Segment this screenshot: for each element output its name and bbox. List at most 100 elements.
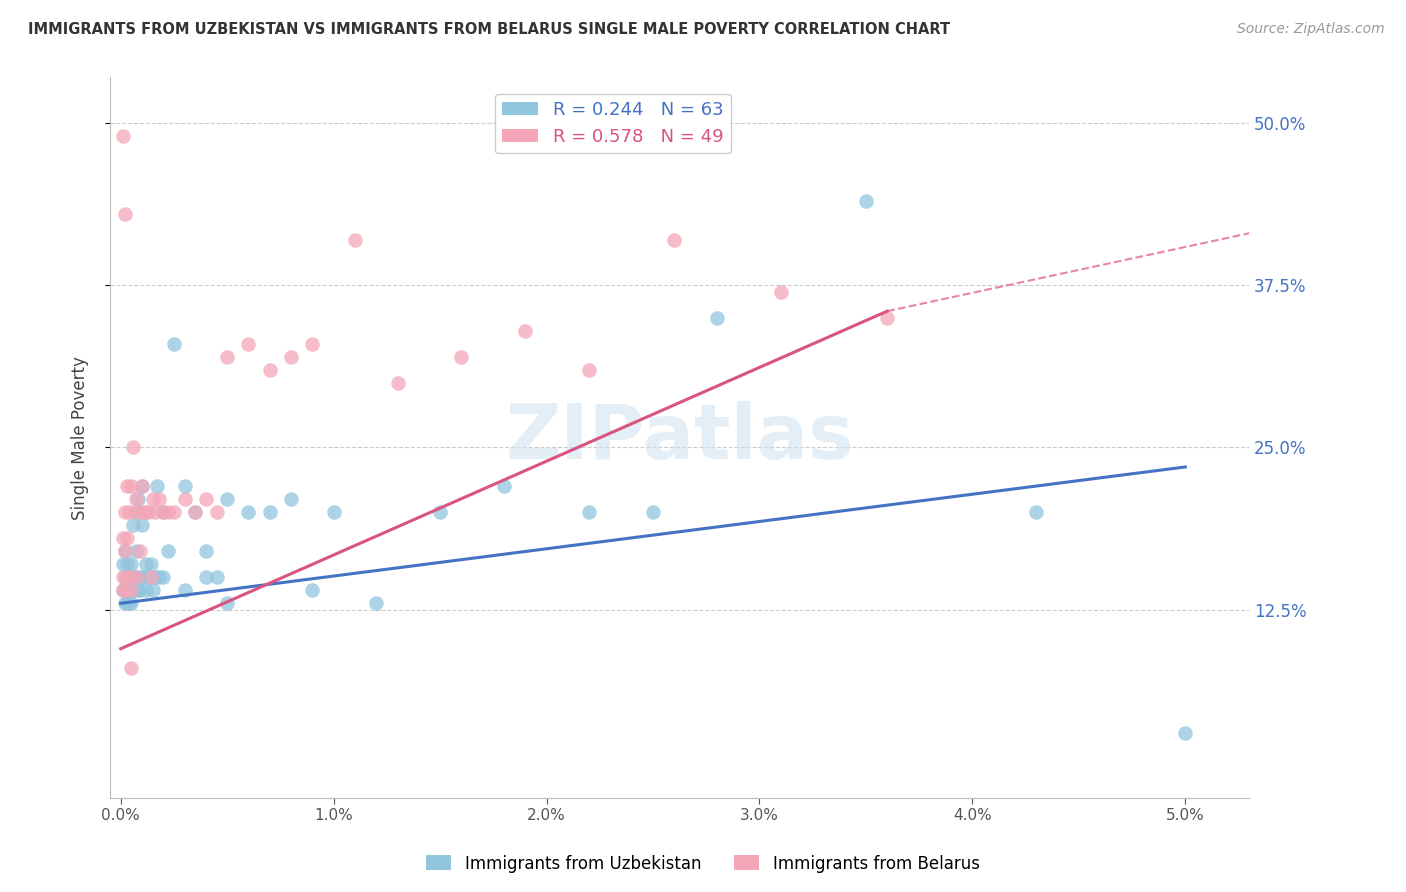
Point (578, 505, 600, 519)
Point (127, 505, 149, 519)
Point (148, 492, 170, 507)
Point (205, 570, 228, 584)
Point (115, 479, 138, 493)
Point (194, 570, 217, 584)
Point (238, 505, 260, 519)
Point (115, 596, 138, 610)
Point (138, 570, 160, 584)
Point (322, 505, 344, 519)
Point (122, 441, 145, 455)
Point (1025, 505, 1047, 519)
Point (115, 570, 138, 584)
Point (122, 518, 145, 533)
Point (173, 583, 195, 598)
Point (124, 492, 146, 507)
Point (366, 596, 388, 610)
Point (450, 350, 472, 364)
Point (114, 207, 136, 221)
Point (114, 544, 136, 558)
Point (120, 558, 142, 572)
Point (124, 505, 146, 519)
Point (135, 583, 157, 598)
Point (578, 362, 600, 376)
Point (118, 505, 141, 519)
Point (238, 336, 260, 351)
Point (120, 479, 142, 493)
Point (515, 324, 537, 338)
Text: ZIPatlas: ZIPatlas (505, 401, 853, 475)
Point (124, 570, 146, 584)
Point (217, 350, 239, 364)
Point (115, 583, 138, 598)
Point (122, 583, 145, 598)
Point (173, 479, 195, 493)
Point (143, 505, 166, 519)
Point (217, 492, 239, 507)
Point (124, 544, 146, 558)
Point (173, 492, 195, 507)
Point (139, 558, 162, 572)
Point (111, 583, 134, 598)
Y-axis label: Single Male Poverty: Single Male Poverty (72, 356, 89, 520)
Point (205, 505, 228, 519)
Point (194, 544, 217, 558)
Point (111, 532, 134, 546)
Point (194, 492, 217, 507)
Point (118, 570, 141, 584)
Point (156, 544, 179, 558)
Point (120, 596, 142, 610)
Point (664, 233, 686, 247)
Point (217, 596, 239, 610)
Point (131, 518, 153, 533)
Point (152, 570, 174, 584)
Point (114, 596, 136, 610)
Point (128, 544, 150, 558)
Point (111, 128, 134, 143)
Point (876, 310, 898, 325)
Point (259, 505, 281, 519)
Point (148, 570, 170, 584)
Point (124, 570, 146, 584)
Legend: Immigrants from Uzbekistan, Immigrants from Belarus: Immigrants from Uzbekistan, Immigrants f… (419, 848, 987, 880)
Point (343, 233, 366, 247)
Point (114, 544, 136, 558)
Point (259, 362, 281, 376)
Point (128, 583, 150, 598)
Point (115, 532, 138, 546)
Point (115, 570, 138, 584)
Point (1174, 726, 1197, 740)
Point (706, 310, 728, 325)
Point (111, 583, 134, 598)
Point (163, 336, 186, 351)
Point (429, 505, 451, 519)
Point (138, 505, 160, 519)
Point (118, 570, 141, 584)
Point (114, 583, 136, 598)
Point (769, 285, 792, 299)
Point (184, 505, 207, 519)
Point (122, 570, 145, 584)
Point (301, 583, 323, 598)
Point (127, 492, 149, 507)
Point (280, 350, 302, 364)
Point (163, 505, 186, 519)
Point (114, 570, 136, 584)
Legend: R = 0.244   N = 63, R = 0.578   N = 49: R = 0.244 N = 63, R = 0.578 N = 49 (495, 94, 731, 153)
Point (120, 570, 142, 584)
Point (641, 505, 664, 519)
Point (120, 661, 142, 675)
Point (111, 570, 134, 584)
Point (120, 583, 142, 598)
Point (131, 505, 153, 519)
Point (135, 558, 157, 572)
Point (131, 570, 153, 584)
Point (146, 479, 169, 493)
Point (131, 479, 153, 493)
Point (156, 505, 179, 519)
Point (118, 596, 141, 610)
Point (142, 583, 165, 598)
Point (128, 570, 150, 584)
Point (280, 492, 302, 507)
Point (139, 570, 162, 584)
Point (492, 479, 515, 493)
